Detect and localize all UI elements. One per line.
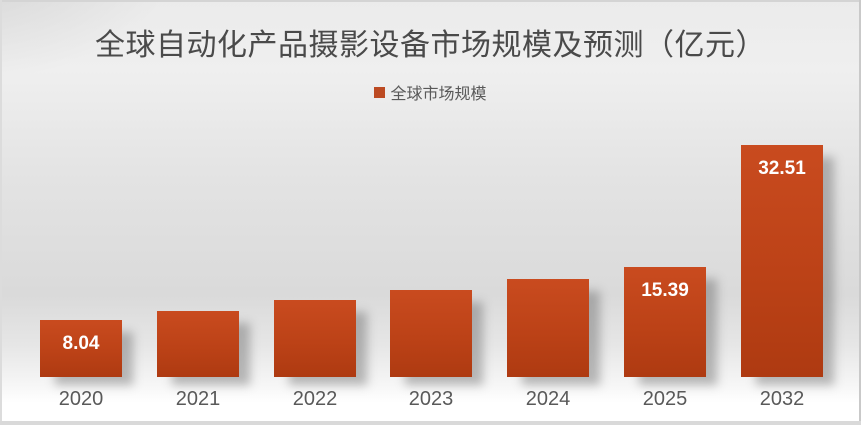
bottom-shadow-strip: [0, 421, 861, 425]
bar-2023: [390, 290, 472, 377]
x-tick-2020: 2020: [58, 388, 104, 410]
left-edge-line: [0, 0, 2, 421]
legend-marker-icon: [374, 86, 386, 98]
bar-2032: 32.51: [741, 145, 823, 377]
x-tick-2022: 2022: [292, 388, 338, 410]
legend: 全球市场规模: [0, 80, 861, 104]
bar-value-label-2032: 32.51: [758, 158, 806, 179]
bar-2021: [157, 311, 239, 377]
x-tick-2021: 2021: [175, 388, 221, 410]
x-tick-2023: 2023: [408, 388, 454, 410]
x-tick-2024: 2024: [525, 388, 571, 410]
bar-2024: [507, 279, 589, 377]
legend-label: 全球市场规模: [390, 86, 487, 103]
top-edge-line: [0, 0, 861, 2]
x-tick-2025: 2025: [642, 388, 688, 410]
bar-2022: [274, 300, 356, 377]
right-edge-line: [859, 0, 861, 421]
bar-value-label-2020: 8.04: [62, 333, 100, 354]
bar-value-label-2025: 15.39: [641, 280, 689, 301]
chart-title: 全球自动化产品摄影设备市场规模及预测（亿元）: [95, 29, 766, 62]
bar-2020: 8.04: [40, 320, 122, 377]
bar-2025: 15.39: [624, 267, 706, 377]
x-tick-2032: 2032: [759, 388, 805, 410]
